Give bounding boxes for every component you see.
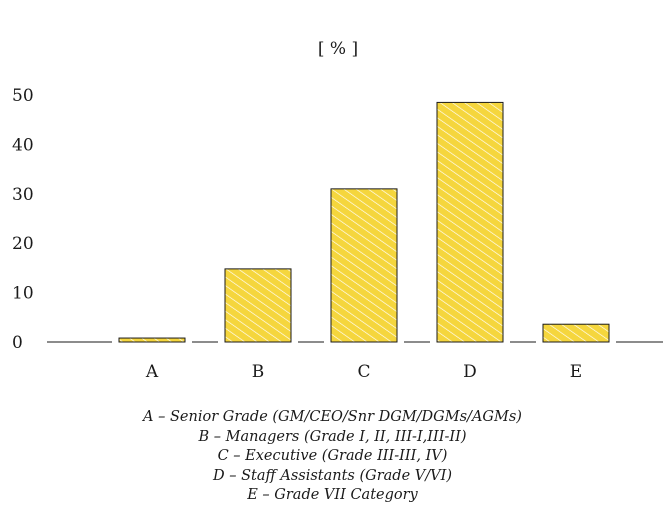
- x-tick-label-a: A: [145, 362, 159, 382]
- category-legend: A – Senior Grade (GM/CEO/Snr DGM/DGMs/AG…: [0, 408, 665, 506]
- y-tick-label: 0: [12, 333, 23, 353]
- bar-c: [330, 188, 398, 343]
- legend-entry-e: E – Grade VII Category: [247, 487, 418, 503]
- bar-d: [436, 101, 504, 343]
- x-axis: A B C D E: [145, 362, 582, 382]
- y-tick-label: 20: [12, 234, 34, 254]
- bars: [118, 101, 610, 343]
- legend-entry-d: D – Staff Assistants (Grade V/VI): [212, 467, 452, 484]
- y-tick-label: 40: [12, 135, 34, 155]
- x-tick-label-c: C: [357, 362, 370, 382]
- x-tick-label-e: E: [570, 362, 582, 382]
- legend-entry-a: A – Senior Grade (GM/CEO/Snr DGM/DGMs/AG…: [143, 409, 522, 425]
- bar-b: [224, 268, 292, 343]
- x-tick-label-b: B: [252, 362, 265, 382]
- y-axis: 0 10 20 30 40 50: [12, 86, 34, 353]
- y-tick-label: 10: [12, 284, 34, 304]
- legend-entry-b: B – Managers (Grade I, II, III-I,III-II): [198, 428, 467, 445]
- y-tick-label: 50: [12, 86, 34, 106]
- bar-a: [118, 337, 186, 343]
- y-tick-label: 30: [12, 185, 34, 205]
- legend-entry-c: C – Executive (Grade III-III, IV): [217, 448, 448, 464]
- unit-label: [ % ]: [318, 39, 358, 59]
- bar-e: [542, 323, 610, 343]
- x-tick-label-d: D: [463, 362, 477, 382]
